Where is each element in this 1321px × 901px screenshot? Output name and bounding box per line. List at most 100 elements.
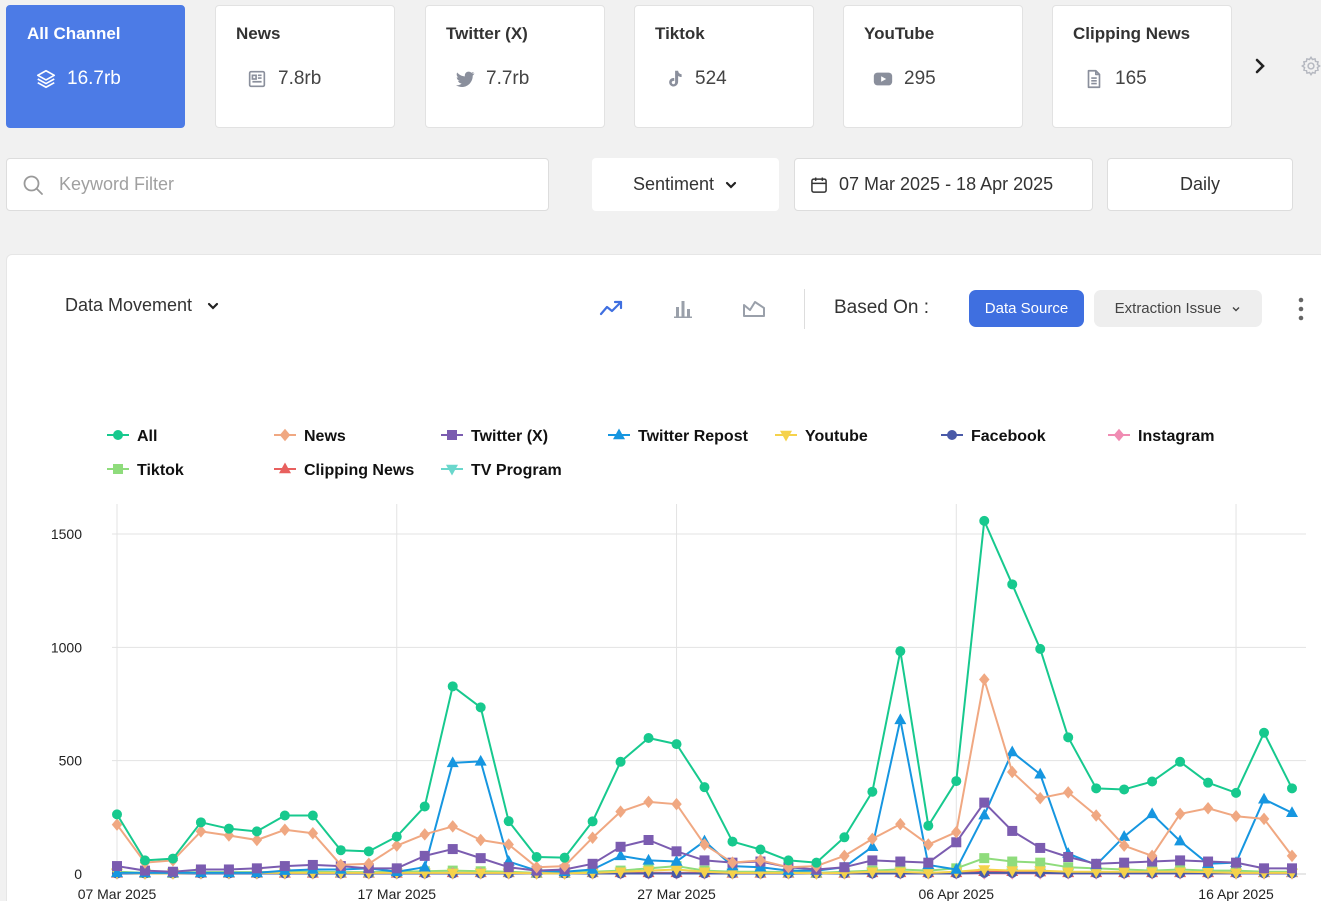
channel-count: 165 bbox=[1115, 68, 1147, 89]
data-point bbox=[867, 786, 878, 797]
data-point bbox=[1259, 727, 1270, 738]
data-point bbox=[587, 831, 598, 844]
legend-marker bbox=[279, 428, 291, 442]
channel-name: Twitter (X) bbox=[446, 24, 528, 43]
data-point bbox=[1231, 857, 1242, 868]
legend-item[interactable]: Instagram bbox=[1108, 428, 1214, 445]
legend-item[interactable]: Tiktok bbox=[107, 462, 184, 479]
data-point bbox=[755, 844, 766, 855]
series-twitter-repost bbox=[111, 713, 1298, 878]
data-point bbox=[335, 858, 347, 872]
data-point bbox=[1091, 783, 1102, 794]
line-chart-icon[interactable] bbox=[598, 295, 624, 321]
x-tick-label: 16 Apr 2025 bbox=[1198, 886, 1274, 901]
data-point bbox=[531, 860, 542, 874]
data-point bbox=[1230, 809, 1242, 823]
data-point bbox=[1007, 579, 1018, 590]
y-tick-label: 1500 bbox=[51, 526, 82, 542]
data-point bbox=[112, 809, 122, 820]
legend-item[interactable]: Clipping News bbox=[274, 462, 414, 479]
channel-name: YouTube bbox=[864, 24, 935, 43]
interval-label: Daily bbox=[1179, 174, 1220, 194]
data-point bbox=[279, 861, 290, 872]
legend-label: Twitter Repost bbox=[638, 428, 749, 445]
y-tick-label: 500 bbox=[59, 753, 83, 769]
area-chart-icon[interactable] bbox=[741, 295, 767, 321]
data-point bbox=[894, 867, 907, 879]
keyword-filter-input[interactable] bbox=[59, 174, 499, 195]
date-range-picker[interactable]: 07 Mar 2025 - 18 Apr 2025 bbox=[794, 158, 1093, 211]
twitter-icon bbox=[456, 71, 475, 87]
legend-item[interactable]: Facebook bbox=[941, 428, 1046, 445]
data-point bbox=[923, 820, 934, 831]
chevron-down-icon bbox=[207, 302, 219, 310]
keyword-filter-box[interactable] bbox=[6, 158, 549, 211]
legend-marker bbox=[780, 430, 792, 442]
data-point bbox=[1007, 856, 1018, 867]
channel-card-twitter[interactable]: Twitter (X) 7.7rb bbox=[425, 5, 605, 128]
chevron-right-icon[interactable] bbox=[1252, 54, 1270, 78]
data-point bbox=[447, 681, 458, 692]
legend-marker bbox=[1113, 428, 1125, 442]
data-point bbox=[642, 866, 655, 878]
legend-item[interactable]: News bbox=[274, 428, 346, 445]
data-point bbox=[363, 857, 375, 871]
data-point bbox=[1202, 867, 1215, 879]
data-point bbox=[1202, 802, 1214, 815]
data-point bbox=[643, 733, 654, 743]
channel-card-news[interactable]: News 7.8rb bbox=[215, 5, 395, 128]
data-point bbox=[503, 838, 514, 851]
data-point bbox=[279, 823, 291, 837]
legend-label: Facebook bbox=[971, 428, 1046, 445]
data-point bbox=[503, 862, 514, 873]
data-point bbox=[307, 859, 318, 870]
data-point bbox=[1258, 792, 1271, 804]
channel-card-tiktok[interactable]: Tiktok 524 bbox=[634, 5, 814, 128]
data-point bbox=[391, 831, 402, 842]
data-point bbox=[866, 840, 879, 852]
data-point bbox=[671, 797, 682, 811]
channel-card-all[interactable]: All Channel 16.7rb bbox=[6, 5, 185, 128]
legend-item[interactable]: Twitter (X) bbox=[441, 428, 548, 445]
legend-item[interactable]: All bbox=[107, 428, 157, 445]
data-source-button[interactable]: Data Source bbox=[969, 290, 1084, 327]
data-point bbox=[1203, 777, 1214, 788]
data-point bbox=[307, 810, 318, 821]
legend-label: News bbox=[304, 428, 346, 445]
data-point bbox=[1062, 867, 1075, 879]
sentiment-dropdown[interactable]: Sentiment bbox=[592, 158, 779, 211]
legend-item[interactable]: TV Program bbox=[441, 462, 562, 479]
data-point bbox=[1146, 849, 1158, 863]
data-point bbox=[979, 797, 990, 808]
data-point bbox=[642, 853, 655, 865]
channel-card-youtube[interactable]: YouTube 295 bbox=[843, 5, 1023, 128]
channel-count: 295 bbox=[904, 68, 936, 89]
data-point bbox=[1118, 839, 1130, 852]
view-select[interactable]: Data Movement bbox=[65, 295, 220, 316]
data-point bbox=[1174, 807, 1186, 821]
data-point bbox=[978, 808, 991, 820]
data-point bbox=[839, 832, 850, 843]
chevron-down-icon bbox=[725, 181, 737, 189]
data-point bbox=[923, 857, 934, 868]
data-point bbox=[726, 868, 739, 880]
youtube-icon bbox=[873, 72, 893, 86]
data-point bbox=[1146, 807, 1159, 819]
x-tick-label: 27 Mar 2025 bbox=[637, 886, 716, 901]
more-options-icon[interactable] bbox=[1294, 295, 1308, 323]
extraction-issue-dropdown[interactable]: Extraction Issue bbox=[1094, 290, 1262, 327]
legend-item[interactable]: Twitter Repost bbox=[608, 428, 749, 445]
bar-chart-icon[interactable] bbox=[670, 295, 696, 321]
gear-icon[interactable] bbox=[1300, 55, 1321, 77]
channel-name: Tiktok bbox=[655, 24, 705, 43]
data-point bbox=[867, 832, 878, 846]
data-point bbox=[894, 713, 907, 725]
interval-select[interactable]: Daily bbox=[1107, 158, 1293, 211]
legend-item[interactable]: Youtube bbox=[775, 428, 868, 445]
data-point bbox=[1034, 767, 1047, 779]
channel-card-clipping-news[interactable]: Clipping News 165 bbox=[1052, 5, 1232, 128]
data-point bbox=[474, 868, 487, 880]
y-tick-label: 1000 bbox=[51, 639, 82, 655]
channel-count: 7.7rb bbox=[486, 68, 530, 89]
y-tick-label: 0 bbox=[74, 866, 82, 882]
